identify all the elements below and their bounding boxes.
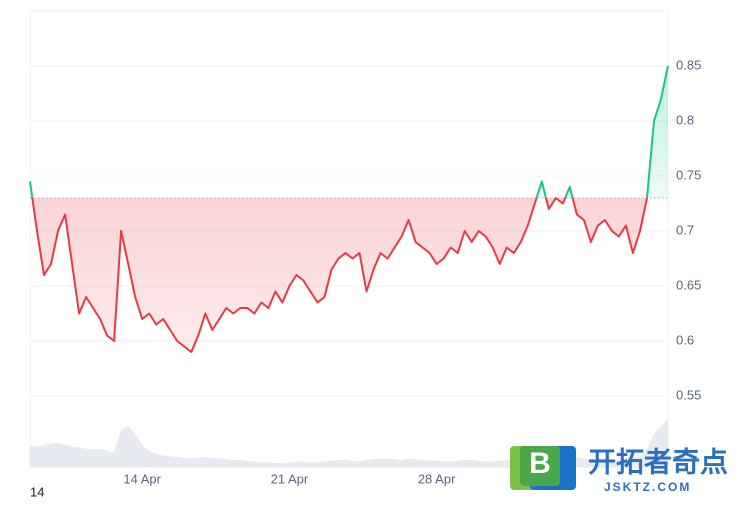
watermark-url: JSKTZ.COM — [604, 480, 691, 494]
y-tick-label: 0.8 — [676, 112, 694, 127]
price-area — [30, 66, 668, 352]
logo-letter: B — [529, 447, 551, 480]
watermark-title: 开拓者奇点 — [588, 446, 728, 477]
y-tick-label: 0.85 — [676, 57, 701, 72]
y-tick-label: 0.7 — [676, 222, 694, 237]
y-tick-label: 0.65 — [676, 277, 701, 292]
x-tick-label: 21 Apr — [271, 471, 309, 486]
x-tick-label: 28 Apr — [418, 471, 456, 486]
x-partial-label: 14 — [30, 484, 44, 499]
price-line — [29, 65, 669, 353]
y-tick-label: 0.6 — [676, 332, 694, 347]
logo-mid — [520, 446, 560, 486]
volume-area — [30, 418, 668, 468]
watermark: B 开拓者奇点 JSKTZ.COM — [510, 446, 728, 494]
plot: 0.55 0.6 0.65 0.7 0.75 0.8 0.85 14 Apr 21 Apr 28 … — [29, 10, 701, 486]
x-tick-label: 14 Apr — [123, 471, 161, 486]
y-tick-label: 0.55 — [676, 387, 701, 402]
y-tick-label: 0.75 — [676, 167, 701, 182]
